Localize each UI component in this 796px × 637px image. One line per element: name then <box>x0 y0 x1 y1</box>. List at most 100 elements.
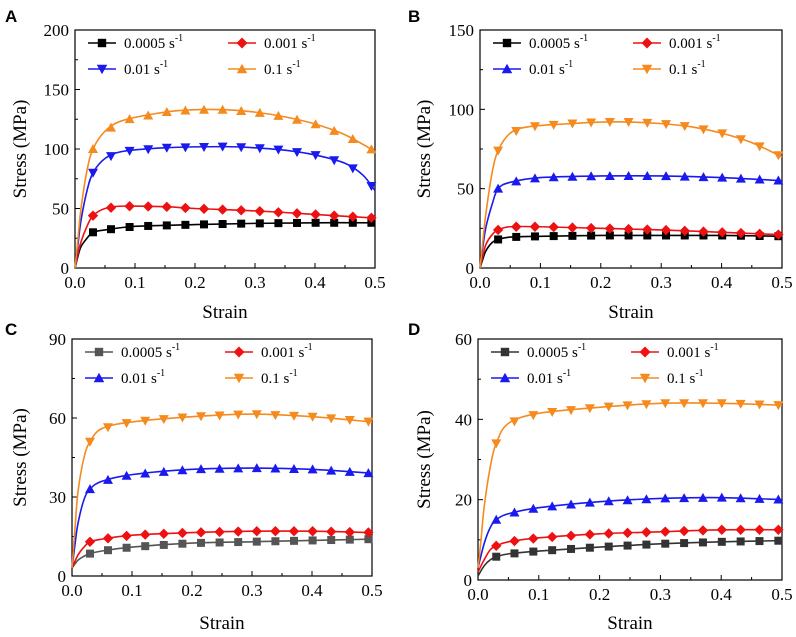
data-point <box>622 495 633 505</box>
series-2 <box>71 463 374 569</box>
data-point <box>584 497 595 507</box>
legend-label: 0.1 s-1 <box>264 59 301 78</box>
data-point <box>509 417 520 427</box>
x-tick-label: 0.3 <box>244 273 265 292</box>
data-point <box>603 528 614 539</box>
data-point <box>605 231 614 240</box>
legend-superscript: -1 <box>292 59 300 70</box>
series-line <box>71 413 373 569</box>
data-point <box>327 536 336 545</box>
data-point <box>494 235 503 244</box>
data-point <box>196 412 206 422</box>
data-point <box>547 501 558 511</box>
legend-superscript: -1 <box>289 368 297 379</box>
data-point <box>660 493 671 503</box>
data-point <box>773 175 784 185</box>
x-tick-label: 0.5 <box>361 581 382 600</box>
legend-superscript: -1 <box>712 33 720 44</box>
legend-entry: 0.01 s-1 <box>493 59 573 78</box>
legend-marker <box>500 347 510 357</box>
x-tick-label: 0.3 <box>651 273 672 292</box>
x-tick-label: 0.4 <box>301 581 323 600</box>
legend-superscript: -1 <box>304 342 312 353</box>
data-point <box>161 143 172 153</box>
data-point <box>274 219 283 228</box>
data-point <box>214 463 225 473</box>
series-1 <box>479 221 784 269</box>
data-point <box>661 171 672 181</box>
series-line <box>74 221 376 269</box>
data-point <box>236 143 247 153</box>
panel-letter: B <box>408 7 420 26</box>
data-point <box>140 416 151 426</box>
legend-label: 0.001 s-1 <box>667 342 719 361</box>
data-point <box>568 231 577 240</box>
data-point <box>566 499 577 509</box>
y-tick-label: 0 <box>58 567 67 586</box>
series-1 <box>477 524 784 573</box>
data-point <box>347 134 358 144</box>
y-tick-label: 60 <box>455 330 472 349</box>
series-line <box>477 528 783 573</box>
data-point <box>121 470 132 480</box>
legend-superscript: -1 <box>695 368 703 379</box>
data-point <box>697 399 708 409</box>
legend-entry: 0.0005 s-1 <box>88 33 183 52</box>
data-point <box>567 171 578 181</box>
data-point <box>679 171 690 181</box>
data-point <box>143 201 154 212</box>
y-tick-label: 0 <box>61 259 70 278</box>
data-point <box>292 114 302 124</box>
data-point <box>104 546 112 555</box>
data-point <box>158 466 169 476</box>
x-tick-label: 0.5 <box>771 273 792 292</box>
data-point <box>273 145 284 155</box>
y-tick-label: 40 <box>455 410 472 429</box>
series-3 <box>477 399 784 569</box>
legend-marker <box>501 63 513 74</box>
series-line <box>477 402 783 569</box>
y-tick-label: 30 <box>49 488 66 507</box>
legend-entry: 0.01 s-1 <box>88 59 168 78</box>
data-point <box>125 222 134 231</box>
data-point <box>660 399 671 409</box>
data-point <box>196 464 206 474</box>
data-point <box>347 211 358 222</box>
data-point <box>717 227 728 238</box>
data-point <box>177 413 188 423</box>
y-tick-label: 50 <box>52 200 69 219</box>
data-point <box>735 524 746 535</box>
panel-letter: A <box>5 7 17 26</box>
data-point <box>180 143 191 153</box>
data-point <box>84 536 96 547</box>
data-point <box>308 536 317 545</box>
data-point <box>121 530 132 542</box>
x-tick-label: 0.0 <box>467 585 488 604</box>
legend-marker <box>641 37 653 49</box>
legend-superscript: -1 <box>710 342 718 353</box>
legend-entry: 0.1 s-1 <box>225 368 298 387</box>
x-axis-label: Strain <box>608 302 654 323</box>
data-point <box>641 527 652 538</box>
data-point <box>310 151 321 161</box>
legend-entry: 0.1 s-1 <box>631 368 704 387</box>
series-line <box>71 530 373 569</box>
data-point <box>270 411 281 421</box>
data-point <box>107 225 115 234</box>
data-point <box>348 218 357 227</box>
x-tick-label: 0.4 <box>711 273 733 292</box>
data-point <box>641 400 652 410</box>
data-point <box>233 463 244 473</box>
data-point <box>144 221 153 230</box>
data-point <box>85 484 95 494</box>
data-point <box>585 543 594 552</box>
data-point <box>586 171 597 181</box>
data-point <box>717 537 726 546</box>
data-point <box>364 535 373 544</box>
legend-label: 0.01 s-1 <box>529 59 573 78</box>
data-point <box>661 539 670 548</box>
data-point <box>255 219 264 228</box>
data-point <box>548 120 559 130</box>
data-point <box>251 463 262 473</box>
data-point <box>141 542 150 551</box>
